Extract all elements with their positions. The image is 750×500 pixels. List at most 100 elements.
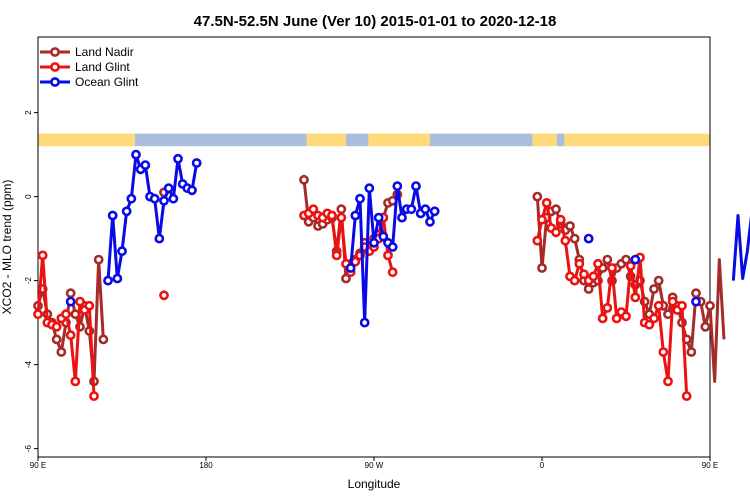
data-point bbox=[649, 313, 659, 324]
series-ocean-glint bbox=[65, 149, 750, 328]
y-tick-label: -6 bbox=[24, 444, 33, 452]
data-point bbox=[406, 204, 417, 215]
data-point bbox=[602, 254, 613, 265]
data-point bbox=[65, 296, 76, 307]
series-line bbox=[106, 153, 199, 281]
data-point bbox=[51, 334, 62, 345]
data-point bbox=[425, 216, 435, 227]
data-point bbox=[61, 309, 71, 320]
data-point bbox=[65, 288, 76, 299]
strip-segment-ocean-7 bbox=[556, 133, 565, 147]
data-point bbox=[121, 206, 132, 217]
data-point bbox=[611, 313, 622, 324]
y-tick-label: 2 bbox=[24, 110, 33, 115]
strip-segment-land-4 bbox=[368, 133, 430, 147]
legend-item: Ocean Glint bbox=[40, 75, 139, 89]
data-point bbox=[387, 242, 398, 252]
series-layer bbox=[33, 149, 750, 401]
data-point bbox=[653, 275, 664, 286]
data-point bbox=[387, 267, 398, 278]
data-point bbox=[560, 235, 571, 246]
data-point bbox=[630, 292, 641, 303]
data-point bbox=[383, 250, 393, 261]
axis-ticks: 90 E 180 90 W 0 90 E 2 0 -2 -4 -6 bbox=[24, 110, 718, 470]
y-tick-label: -2 bbox=[24, 276, 33, 284]
legend-item: Land Glint bbox=[40, 60, 130, 74]
data-point bbox=[299, 174, 309, 185]
data-point bbox=[392, 181, 403, 191]
chart-title: 47.5N-52.5N June (Ver 10) 2015-01-01 to … bbox=[194, 13, 557, 30]
data-point bbox=[537, 214, 547, 225]
data-point bbox=[663, 376, 673, 387]
x-tick-label: 90 E bbox=[30, 461, 46, 470]
legend-label: Land Glint bbox=[75, 60, 130, 74]
y-tick-label: 0 bbox=[24, 194, 33, 199]
data-point bbox=[359, 317, 370, 328]
data-point bbox=[677, 300, 687, 311]
strip-segment-land-8 bbox=[564, 133, 710, 147]
data-point bbox=[154, 233, 165, 244]
data-point bbox=[187, 185, 197, 196]
data-point bbox=[593, 258, 603, 269]
strip-segment-ocean-3 bbox=[346, 133, 369, 147]
data-point bbox=[56, 347, 67, 357]
data-point bbox=[373, 212, 384, 223]
data-point bbox=[579, 269, 589, 280]
x-tick-label: 180 bbox=[199, 461, 213, 470]
data-point bbox=[691, 296, 701, 307]
y-axis-label: XCO2 - MLO trend (ppm) bbox=[0, 180, 14, 315]
x-axis-label: Longitude bbox=[348, 477, 401, 491]
data-point bbox=[597, 313, 608, 324]
data-point bbox=[70, 376, 81, 387]
legend-label: Ocean Glint bbox=[75, 75, 139, 89]
data-point bbox=[355, 193, 365, 204]
data-point bbox=[65, 330, 76, 341]
data-point bbox=[131, 149, 141, 160]
strip-segment-land-2 bbox=[306, 133, 346, 147]
data-point bbox=[126, 193, 137, 204]
data-point bbox=[159, 195, 169, 206]
data-point bbox=[551, 204, 561, 215]
series-land-nadir bbox=[33, 174, 726, 387]
data-point bbox=[103, 275, 113, 286]
legend-label: Land Nadir bbox=[75, 45, 134, 59]
data-point bbox=[705, 300, 715, 311]
data-point bbox=[84, 300, 95, 311]
data-point bbox=[429, 206, 440, 217]
data-point bbox=[686, 347, 697, 357]
strip-segment-land-0 bbox=[38, 133, 136, 147]
data-point bbox=[327, 210, 337, 221]
data-point bbox=[331, 250, 342, 261]
data-point bbox=[336, 204, 347, 215]
data-point bbox=[653, 300, 664, 311]
data-point bbox=[700, 321, 711, 332]
data-point bbox=[574, 258, 585, 269]
data-point bbox=[98, 334, 109, 345]
data-point bbox=[378, 231, 389, 242]
data-point bbox=[644, 319, 655, 330]
data-point bbox=[350, 210, 361, 221]
data-point bbox=[555, 214, 566, 225]
data-point bbox=[93, 254, 104, 265]
data-point bbox=[51, 321, 62, 332]
data-point bbox=[621, 311, 631, 322]
x-tick-label: 0 bbox=[540, 461, 545, 470]
strip-segment-ocean-1 bbox=[135, 133, 307, 147]
data-point bbox=[89, 391, 99, 401]
data-point bbox=[537, 263, 547, 273]
data-point bbox=[168, 193, 179, 204]
data-point bbox=[532, 235, 543, 246]
legend-marker bbox=[50, 77, 60, 87]
data-point bbox=[159, 290, 169, 301]
data-point bbox=[565, 221, 575, 231]
data-point bbox=[583, 233, 594, 244]
data-point bbox=[117, 246, 127, 257]
legend-item: Land Nadir bbox=[40, 45, 134, 59]
x-tick-label: 90 W bbox=[365, 461, 384, 470]
data-point bbox=[336, 212, 347, 223]
data-point bbox=[621, 254, 631, 265]
data-point bbox=[681, 391, 692, 401]
data-point bbox=[420, 204, 431, 215]
series-line bbox=[731, 214, 750, 281]
x-tick-label: 90 E bbox=[702, 461, 718, 470]
